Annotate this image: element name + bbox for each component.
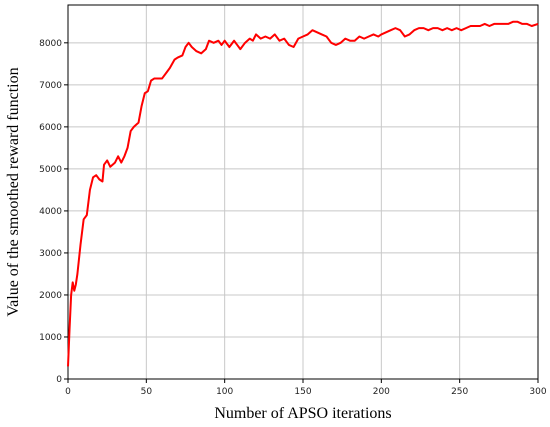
x-tick-label: 100	[216, 387, 233, 397]
y-tick-label: 1000	[39, 333, 62, 343]
y-tick-label: 0	[56, 375, 62, 385]
y-tick-label: 3000	[39, 249, 62, 259]
data-line	[67, 20, 539, 367]
plot-frame	[67, 4, 539, 380]
y-axis-label: Value of the smoothed reward function	[5, 67, 22, 316]
y-tick-label: 8000	[39, 39, 62, 49]
y-tick-label: 2000	[39, 291, 62, 301]
y-tick-label: 7000	[39, 81, 62, 91]
y-tick-label: 6000	[39, 123, 62, 133]
x-tick-label: 0	[65, 387, 71, 397]
y-tick-label: 5000	[39, 165, 62, 175]
y-tick-label: 4000	[39, 207, 62, 217]
x-axis-label: Number of APSO iterations	[214, 405, 391, 422]
x-tick-label: 50	[141, 387, 153, 397]
x-tick-label: 200	[373, 387, 390, 397]
x-tick-label: 250	[451, 387, 468, 397]
x-tick-label: 150	[294, 387, 311, 397]
x-tick-label: 300	[529, 387, 546, 397]
